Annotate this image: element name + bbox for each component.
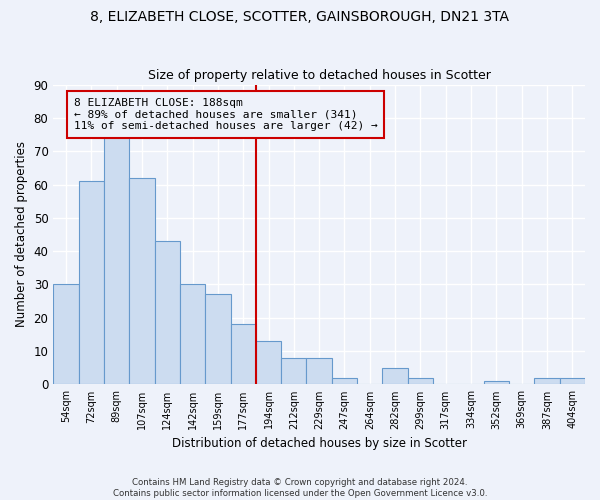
Y-axis label: Number of detached properties: Number of detached properties (15, 142, 28, 328)
Bar (256, 341, 281, 384)
X-axis label: Distribution of detached houses by size in Scotter: Distribution of detached houses by size … (172, 437, 467, 450)
Bar (307, 358, 332, 384)
Bar (205, 294, 230, 384)
Bar (560, 378, 585, 384)
Bar (155, 241, 180, 384)
Bar (53, 284, 79, 384)
Bar (281, 358, 307, 384)
Bar (484, 381, 509, 384)
Text: 8 ELIZABETH CLOSE: 188sqm
← 89% of detached houses are smaller (341)
11% of semi: 8 ELIZABETH CLOSE: 188sqm ← 89% of detac… (74, 98, 377, 131)
Text: 8, ELIZABETH CLOSE, SCOTTER, GAINSBOROUGH, DN21 3TA: 8, ELIZABETH CLOSE, SCOTTER, GAINSBOROUG… (91, 10, 509, 24)
Bar (79, 181, 104, 384)
Bar (180, 284, 205, 384)
Bar (332, 378, 357, 384)
Bar (230, 324, 256, 384)
Bar (129, 178, 155, 384)
Bar (535, 378, 560, 384)
Title: Size of property relative to detached houses in Scotter: Size of property relative to detached ho… (148, 69, 491, 82)
Bar (104, 131, 129, 384)
Bar (382, 368, 408, 384)
Bar (408, 378, 433, 384)
Text: Contains HM Land Registry data © Crown copyright and database right 2024.
Contai: Contains HM Land Registry data © Crown c… (113, 478, 487, 498)
